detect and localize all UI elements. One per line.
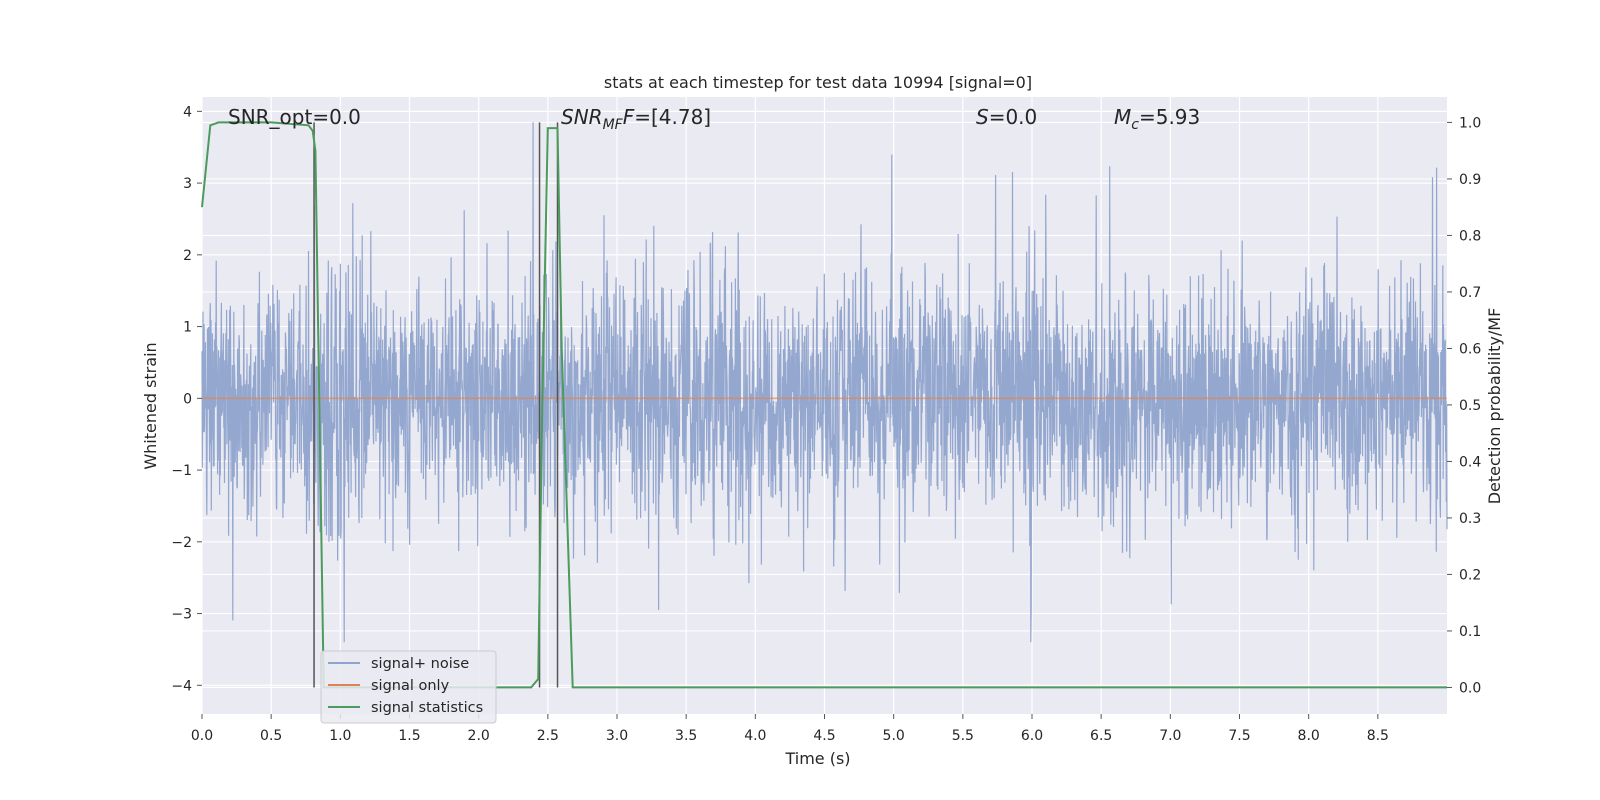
x-tick-label: 2.0: [468, 728, 490, 744]
y-right-tick-label: 1.0: [1459, 115, 1481, 131]
y-right-tick-label: 0.3: [1459, 511, 1481, 527]
y-left-tick-label: 2: [183, 248, 192, 264]
noise-trace: [201, 122, 1448, 643]
snr-mf-subscript: MF: [603, 117, 624, 133]
x-tick-label: 0.0: [191, 728, 213, 744]
legend-label-signal-only: signal only: [371, 678, 450, 694]
x-tick-label: 4.0: [744, 728, 766, 744]
snr-mf-value: =[4.78]: [634, 105, 711, 129]
x-tick-label: 8.0: [1298, 728, 1320, 744]
x-tick-label: 1.0: [329, 728, 351, 744]
mc-symbol: M: [1114, 105, 1131, 129]
y-right-tick-label: 0.8: [1459, 228, 1481, 244]
y-axis-left-ticks: −4 −3 −2 −1 0 1 2 3 4: [171, 104, 202, 694]
mc-value: =5.93: [1139, 105, 1200, 129]
x-tick-label: 3.0: [606, 728, 628, 744]
y-right-tick-label: 0.9: [1459, 172, 1481, 188]
x-tick-label: 4.5: [813, 728, 835, 744]
legend-box: [320, 650, 497, 724]
mc-subscript: c: [1131, 117, 1139, 133]
signal-statistics-line: [201, 121, 1447, 689]
y-axis-right-ticks: 0.0 0.1 0.2 0.3 0.4 0.5 0.6 0.7 0.8 0.9 1.0: [1447, 115, 1481, 696]
legend-label-signal-noise: signal+ noise: [371, 656, 469, 672]
y-left-tick-label: 3: [183, 176, 192, 192]
x-tick-label: 7.0: [1159, 728, 1181, 744]
annotation-snr-opt: SNR_opt=0.0: [228, 105, 361, 129]
legend-label-signal-statistics: signal statistics: [371, 700, 483, 716]
y-axis-left-label: Whitened strain: [141, 342, 160, 469]
y-right-tick-label: 0.6: [1459, 341, 1481, 357]
y-left-tick-label: −4: [171, 678, 192, 694]
x-tick-label: 5.5: [952, 728, 974, 744]
x-tick-label: 1.5: [398, 728, 420, 744]
legend: signal+ noise signal only signal statist…: [320, 650, 497, 724]
x-tick-label: 3.5: [675, 728, 697, 744]
chart-title: stats at each timestep for test data 109…: [604, 73, 1032, 92]
y-right-tick-label: 0.7: [1459, 285, 1481, 301]
annotation-s: S=0.0: [976, 105, 1037, 129]
x-tick-label: 0.5: [260, 728, 282, 744]
s-value: =0.0: [989, 105, 1038, 129]
y-left-tick-label: 4: [183, 104, 192, 120]
y-left-tick-label: −2: [171, 535, 192, 551]
x-tick-label: 6.0: [1021, 728, 1043, 744]
x-tick-label: 8.5: [1367, 728, 1389, 744]
y-left-tick-label: 0: [183, 391, 192, 407]
x-tick-label: 7.5: [1228, 728, 1250, 744]
snr-mf-symbol: SNR: [561, 105, 603, 129]
y-left-tick-label: −1: [171, 463, 192, 479]
annotation-mc: Mc=5.93: [1114, 105, 1200, 133]
y-right-tick-label: 0.2: [1459, 567, 1481, 583]
x-tick-label: 5.0: [883, 728, 905, 744]
y-right-tick-label: 0.1: [1459, 624, 1481, 640]
y-right-tick-label: 0.5: [1459, 398, 1481, 414]
series-signal-statistics: [201, 121, 1447, 689]
x-tick-label: 6.5: [1090, 728, 1112, 744]
x-tick-label: 2.5: [537, 728, 559, 744]
x-axis-ticks: 0.0 0.5 1.0 1.5 2.0 2.5 3.0 3.5 4.0 4.5 5.0 5.5 6.0 6…: [191, 714, 1389, 744]
y-right-tick-label: 0.0: [1459, 680, 1481, 696]
y-left-tick-label: −3: [171, 607, 192, 623]
x-axis-label: Time (s): [784, 749, 850, 768]
s-symbol: S: [976, 105, 989, 129]
series-signal-noise: [201, 122, 1448, 643]
y-left-tick-label: 1: [183, 320, 192, 336]
y-right-tick-label: 0.4: [1459, 454, 1481, 470]
y-axis-right-label: Detection probability/MF: [1485, 308, 1504, 505]
annotation-snr-mf: SNRMFF=[4.78]: [561, 105, 711, 133]
